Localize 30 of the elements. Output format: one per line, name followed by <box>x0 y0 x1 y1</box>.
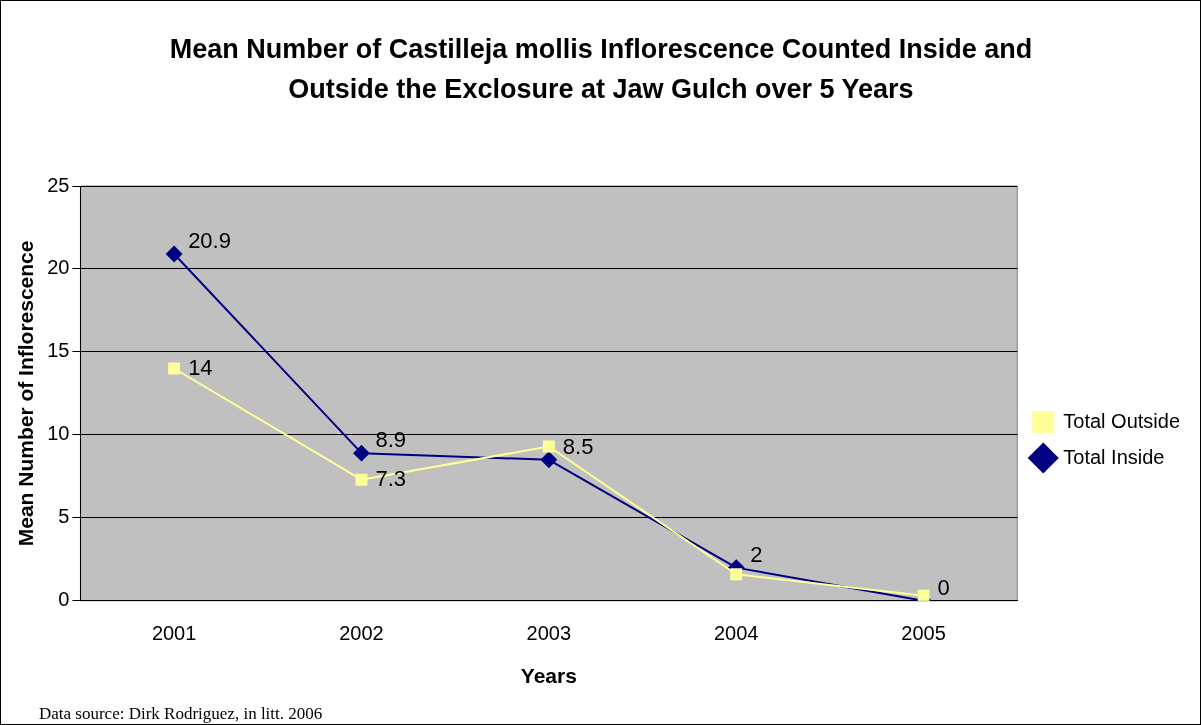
source-note: Data source: Dirk Rodriguez, in litt. 2006 <box>39 704 323 724</box>
point <box>542 440 555 453</box>
y-tick-label: 0 <box>58 588 70 611</box>
point <box>540 451 557 468</box>
point <box>355 473 368 486</box>
data-label: 8.5 <box>562 433 594 459</box>
data-label: 14 <box>188 354 213 380</box>
legend-label: Total Outside <box>1063 409 1181 432</box>
data-label: 7.3 <box>375 465 407 491</box>
x-tick-label: 2003 <box>526 622 572 645</box>
x-tick-label: 2005 <box>901 622 946 645</box>
y-tick-label: 25 <box>47 173 70 196</box>
legend-label: Total Inside <box>1063 445 1165 468</box>
point <box>168 362 181 375</box>
x-tick-label: 2004 <box>713 622 759 645</box>
data-label: 0 <box>937 574 950 600</box>
point <box>353 445 370 462</box>
x-tick-label: 2001 <box>151 622 197 645</box>
data-label: 2 <box>750 541 763 567</box>
x-tick-label: 2002 <box>339 622 384 645</box>
y-tick-label: 10 <box>47 422 70 445</box>
y-tick-label: 15 <box>47 339 70 362</box>
y-tick-label: 5 <box>58 505 70 528</box>
point <box>166 246 183 263</box>
point <box>730 568 743 581</box>
chart-title: Mean Number of Castilleja mollis Inflorescence Counted Inside and Outside the Exclosure at Jaw Gulch over 5 Years <box>168 33 1034 106</box>
data-label: 20.9 <box>188 228 231 254</box>
y-tick-label: 20 <box>47 256 70 279</box>
x-axis-title: Years <box>520 664 577 688</box>
y-axis-title: Mean Number of Inflorescence <box>14 240 38 547</box>
